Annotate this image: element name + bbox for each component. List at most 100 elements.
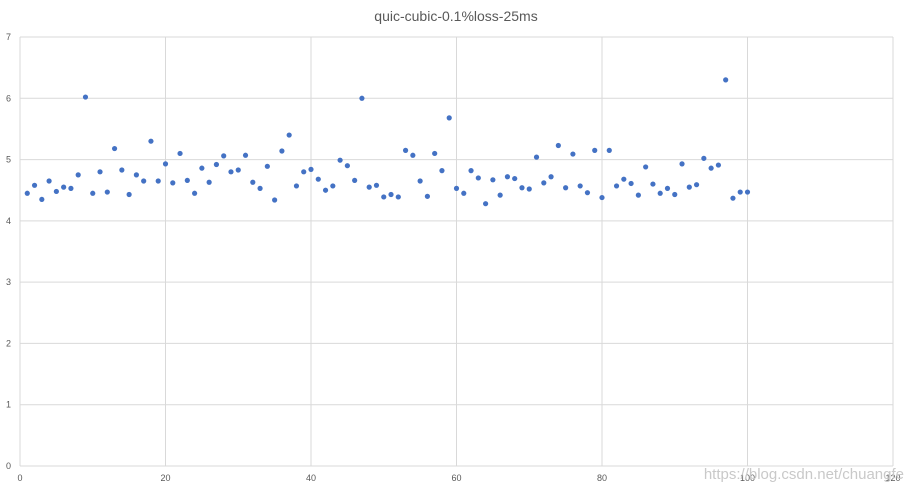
data-point [24,190,30,196]
data-point [570,151,576,157]
data-point [31,182,38,188]
x-tick-label: 80 [597,473,607,483]
data-point [468,168,474,174]
data-point [388,191,394,198]
data-point [548,174,554,180]
data-point [359,95,365,101]
data-point [730,195,736,201]
y-tick-label: 0 [6,461,11,471]
data-point [162,161,169,167]
data-point [512,175,518,182]
data-point [635,192,641,198]
data-point [184,177,190,184]
chart-title: quic-cubic-0.1%loss-25ms [374,8,538,24]
data-point [279,148,285,154]
watermark-text: https://blog.csdn.net/chuangfe [703,466,904,483]
data-point [301,169,307,175]
data-point [490,177,496,183]
data-point [155,178,161,184]
data-point [90,190,96,196]
data-point [111,145,118,152]
data-point [402,147,409,153]
y-tick-label: 5 [6,155,11,165]
data-point [621,176,627,182]
y-tick-label: 7 [6,32,11,42]
data-point [592,147,598,153]
data-point [519,185,525,191]
data-point [533,154,540,160]
data-point [330,183,336,189]
data-point [286,132,292,138]
data-point [242,152,249,158]
data-point [228,169,234,175]
y-tick-label: 1 [6,400,11,410]
data-point [664,185,671,191]
data-point [322,187,329,193]
data-point [272,197,278,203]
data-point [701,155,707,161]
data-point [650,181,656,187]
data-point [439,168,445,174]
data-point [373,182,380,188]
data-point [577,183,583,189]
data-point [264,163,270,169]
data-point [432,150,438,157]
data-point [672,191,678,198]
y-tick-label: 3 [6,277,11,287]
data-point [461,190,467,196]
data-point [199,165,205,171]
x-tick-label: 120 [885,473,900,483]
data-point [628,180,634,187]
y-tick-label: 4 [6,216,11,226]
data-point [599,194,605,201]
data-point [584,190,591,196]
data-point [657,190,663,196]
data-point [606,147,612,153]
data-point [257,185,263,191]
data-point [541,180,547,186]
data-point [315,176,321,182]
data-point [68,185,74,191]
data-point [679,161,685,167]
x-tick-label: 60 [451,473,461,483]
data-point [39,196,45,203]
data-point [213,161,220,168]
data-point [141,178,147,184]
data-point [708,165,714,171]
data-point [344,163,350,169]
x-tick-label: 100 [740,473,755,483]
x-tick-label: 20 [160,473,170,483]
data-point [293,183,300,189]
data-point [352,177,358,184]
data-point [75,172,81,178]
data-point [206,179,212,185]
data-point [104,189,110,195]
data-point [723,77,729,83]
y-tick-label: 6 [6,93,11,103]
data-point [97,169,103,175]
data-point [177,150,183,157]
data-point [61,184,67,190]
y-tick-label: 2 [6,338,11,348]
data-point [119,167,125,173]
data-point [453,185,460,191]
data-point [526,186,532,192]
data-point [686,184,692,190]
data-point [497,192,503,198]
data-point [82,94,89,100]
data-point [475,175,481,181]
data-point [483,201,489,207]
data-point [148,138,154,144]
data-point [737,189,743,195]
data-point [446,115,452,121]
data-point [744,189,751,195]
data-point [53,188,59,195]
data-point [613,183,620,189]
data-point [715,162,722,168]
data-point [693,182,700,188]
data-point [235,167,241,173]
data-point [126,191,132,198]
data-point [133,172,139,178]
